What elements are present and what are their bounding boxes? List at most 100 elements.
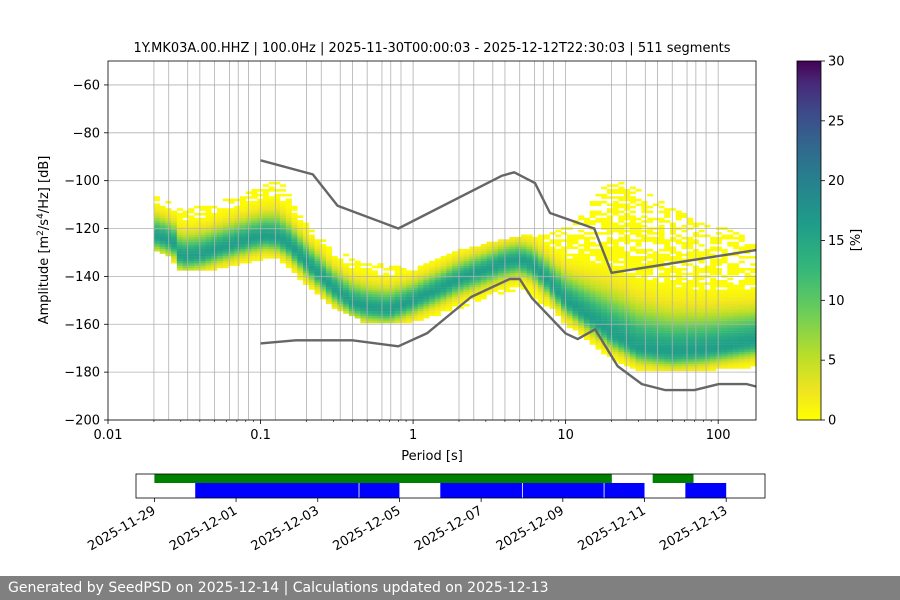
heatmap-cell	[618, 205, 625, 209]
heatmap-cell	[681, 330, 688, 333]
heatmap-cell	[738, 270, 745, 274]
heatmap-cell	[440, 272, 447, 276]
heatmap-cell	[612, 241, 619, 245]
heatmap-cell	[440, 306, 447, 309]
heatmap-cell	[681, 296, 688, 300]
heatmap-cell	[222, 239, 229, 242]
heatmap-cell	[354, 306, 361, 309]
heatmap-cell	[664, 244, 671, 247]
heatmap-cell	[475, 277, 482, 281]
heatmap-cell	[675, 366, 682, 369]
heatmap-cell	[199, 208, 206, 211]
heatmap-cell	[669, 358, 677, 362]
heatmap-cell	[624, 260, 631, 264]
heatmap-cell	[647, 296, 654, 300]
heatmap-cell	[583, 287, 591, 290]
heatmap-cell	[561, 318, 568, 321]
heatmap-cell	[475, 258, 482, 262]
heatmap-cell	[262, 201, 269, 204]
heatmap-cell	[641, 289, 648, 293]
heatmap-cell	[583, 337, 591, 341]
heatmap-cell	[669, 224, 677, 228]
heatmap-cell	[589, 337, 596, 341]
heatmap-cell	[228, 198, 235, 202]
heatmap-cell	[681, 268, 688, 271]
noise-model-nlnm	[260, 277, 757, 392]
heatmap-cell	[612, 253, 619, 257]
timeline-date-label: 2025-12-07	[412, 503, 485, 554]
heatmap-cell	[664, 358, 671, 362]
heatmap-cell	[515, 258, 522, 262]
heatmap-cell	[308, 277, 315, 281]
heatmap-cell	[664, 301, 671, 305]
heatmap-cell	[647, 272, 654, 276]
heatmap-cell	[704, 342, 711, 345]
heatmap-cell	[687, 320, 694, 324]
heatmap-cell	[658, 234, 665, 238]
heatmap-cell	[314, 251, 321, 254]
heatmap-cell	[629, 303, 636, 307]
timeline-date-label: 2025-12-03	[249, 503, 322, 554]
heatmap-cell	[383, 268, 390, 271]
heatmap-cell	[704, 253, 711, 257]
heatmap-cell	[423, 315, 430, 319]
heatmap-cell	[664, 327, 671, 331]
heatmap-cell	[429, 289, 436, 293]
heatmap-cell	[704, 301, 711, 305]
heatmap-cell	[687, 239, 694, 242]
heatmap-cell	[675, 217, 682, 221]
heatmap-cell	[606, 342, 613, 345]
heatmap-cell	[698, 327, 705, 331]
heatmap-cell	[578, 234, 585, 238]
heatmap-cell	[297, 234, 304, 238]
heatmap-cell	[394, 308, 401, 312]
heatmap-cell	[429, 301, 436, 305]
heatmap-cell	[285, 239, 292, 242]
heatmap-cell	[687, 330, 694, 333]
heatmap-cell	[727, 291, 734, 295]
heatmap-cell	[612, 332, 619, 336]
heatmap-cell	[406, 306, 413, 309]
plot-frame	[107, 60, 757, 421]
heatmap-cell	[589, 301, 596, 305]
heatmap-cell	[710, 291, 717, 295]
heatmap-cell	[228, 241, 235, 245]
heatmap-cell	[675, 251, 682, 254]
heatmap-cell	[497, 287, 504, 290]
heatmap-cell	[452, 270, 459, 274]
heatmap-cell	[555, 299, 562, 302]
heatmap-cell	[411, 284, 418, 288]
heatmap-cell	[331, 268, 338, 271]
heatmap-cell	[618, 181, 625, 185]
heatmap-cell	[314, 265, 321, 269]
heatmap-cell	[647, 239, 654, 242]
heatmap-cell	[641, 287, 648, 290]
heatmap-cell	[520, 270, 527, 274]
heatmap-cell	[297, 232, 304, 235]
heatmap-cell	[681, 361, 688, 364]
heatmap-cell	[641, 234, 648, 238]
heatmap-cell	[188, 224, 195, 228]
heatmap-cell	[750, 361, 757, 364]
heatmap-cell	[406, 296, 413, 300]
heatmap-cell	[532, 244, 539, 247]
heatmap-cell	[503, 284, 510, 288]
heatmap-cell	[538, 294, 545, 297]
heatmap-cell	[624, 318, 631, 321]
heatmap-cell	[658, 344, 665, 348]
heatmap-cell	[583, 330, 591, 333]
heatmap-cell	[727, 308, 734, 312]
heatmap-cell	[681, 368, 688, 372]
heatmap-cell	[589, 222, 596, 226]
heatmap-cell	[595, 313, 602, 317]
heatmap-cell	[411, 289, 418, 293]
heatmap-cell	[434, 270, 441, 274]
heatmap-cell	[612, 256, 619, 259]
heatmap-cell	[538, 287, 545, 290]
y-tick-label: −140	[64, 270, 100, 285]
heatmap-cell	[675, 354, 682, 357]
heatmap-cell	[647, 306, 654, 309]
heatmap-cell	[652, 311, 659, 314]
heatmap-cell	[721, 361, 728, 364]
heatmap-cell	[652, 232, 659, 235]
